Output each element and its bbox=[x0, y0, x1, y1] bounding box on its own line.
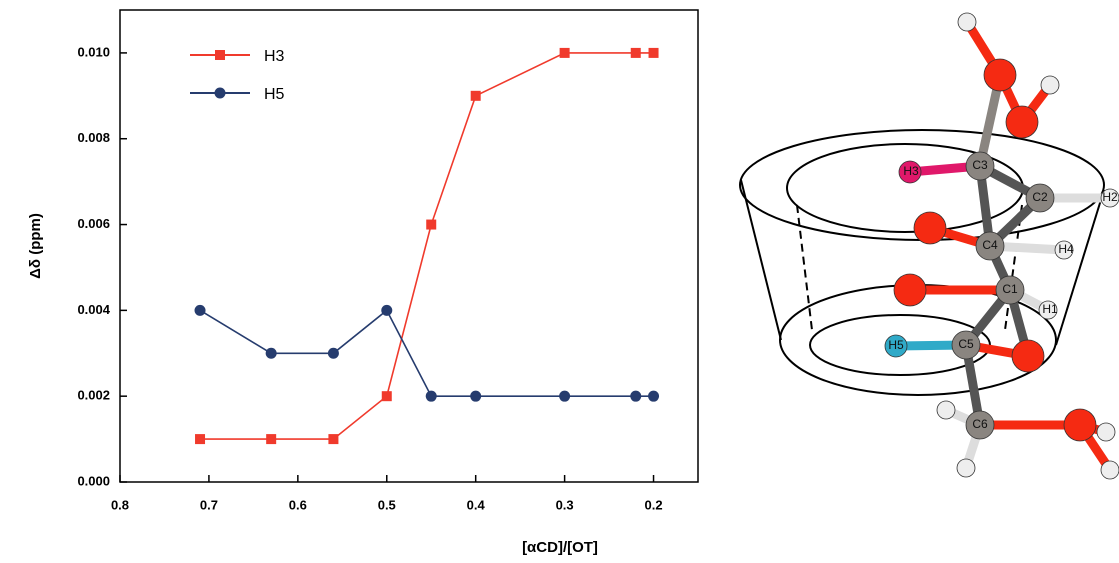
atom bbox=[1054, 240, 1074, 260]
atom bbox=[1100, 460, 1119, 480]
atom bbox=[936, 400, 956, 420]
marker bbox=[630, 390, 642, 402]
x-tick-label: 0.6 bbox=[289, 497, 307, 512]
marker bbox=[470, 90, 481, 101]
legend-label: H5 bbox=[264, 86, 285, 103]
atom bbox=[983, 58, 1017, 92]
atom bbox=[1096, 422, 1116, 442]
marker bbox=[559, 390, 571, 402]
molecule-diagram: H3 C3 C2 H2 C4 H4 C1 H1 H5 C5 C6 bbox=[739, 12, 1119, 480]
atom bbox=[913, 211, 947, 245]
atom-label: C2 bbox=[1032, 190, 1048, 204]
atom bbox=[1025, 183, 1055, 213]
marker bbox=[381, 391, 392, 402]
cone-side bbox=[1004, 204, 1023, 331]
marker bbox=[648, 390, 660, 402]
series-line bbox=[200, 52, 654, 440]
atom bbox=[995, 275, 1025, 305]
atom-label: H3 bbox=[903, 164, 919, 178]
marker bbox=[265, 347, 277, 359]
x-tick-label: 0.5 bbox=[378, 497, 396, 512]
atom bbox=[893, 273, 927, 307]
atom bbox=[957, 12, 977, 32]
marker bbox=[470, 390, 482, 402]
y-tick-label: 0.006 bbox=[77, 216, 110, 231]
marker bbox=[425, 390, 437, 402]
atom-label: C6 bbox=[972, 417, 988, 431]
y-tick-label: 0.000 bbox=[77, 473, 110, 488]
x-tick-label: 0.4 bbox=[467, 497, 486, 512]
atom-label: H4 bbox=[1058, 242, 1074, 256]
cone-side bbox=[1055, 189, 1105, 346]
marker bbox=[559, 47, 570, 58]
plot-frame bbox=[119, 9, 699, 483]
x-axis-title: [αCD]/[OT] bbox=[522, 539, 598, 556]
atom-label: C5 bbox=[958, 337, 974, 351]
marker bbox=[426, 219, 437, 230]
atom bbox=[1038, 300, 1058, 320]
atom bbox=[1005, 105, 1039, 139]
marker bbox=[194, 304, 206, 316]
atom bbox=[1040, 75, 1060, 95]
legend-marker bbox=[215, 50, 225, 60]
marker bbox=[648, 47, 659, 58]
atom bbox=[1063, 408, 1097, 442]
atom bbox=[898, 160, 922, 184]
y-tick-label: 0.010 bbox=[77, 44, 110, 59]
atom bbox=[1011, 339, 1045, 373]
atom bbox=[951, 330, 981, 360]
atom-label: H2 bbox=[1102, 190, 1118, 204]
y-tick-label: 0.008 bbox=[77, 130, 110, 145]
atom-label: C1 bbox=[1002, 282, 1018, 296]
x-tick-label: 0.7 bbox=[200, 497, 218, 512]
marker bbox=[328, 434, 339, 445]
marker bbox=[195, 434, 206, 445]
atom-label: H1 bbox=[1042, 302, 1058, 316]
cone-side bbox=[796, 204, 813, 331]
x-tick-label: 0.3 bbox=[556, 497, 574, 512]
atom bbox=[1100, 188, 1119, 208]
marker bbox=[327, 347, 339, 359]
y-axis-title: Δδ (ppm) bbox=[27, 213, 44, 279]
atom-label: H5 bbox=[888, 338, 904, 352]
cone-side bbox=[740, 179, 782, 341]
legend-label: H3 bbox=[264, 48, 285, 65]
atom bbox=[956, 458, 976, 478]
y-tick-label: 0.002 bbox=[77, 388, 110, 403]
atom bbox=[965, 151, 995, 181]
atom-label: C4 bbox=[982, 238, 998, 252]
marker bbox=[630, 47, 641, 58]
atom-label: C3 bbox=[972, 158, 988, 172]
y-tick-label: 0.004 bbox=[77, 302, 110, 317]
atom bbox=[884, 334, 908, 358]
atom bbox=[965, 410, 995, 440]
x-tick-label: 0.8 bbox=[111, 497, 129, 512]
marker bbox=[266, 434, 277, 445]
marker bbox=[381, 304, 393, 316]
legend-marker bbox=[214, 87, 226, 99]
atom bbox=[975, 231, 1005, 261]
x-tick-label: 0.2 bbox=[644, 497, 662, 512]
